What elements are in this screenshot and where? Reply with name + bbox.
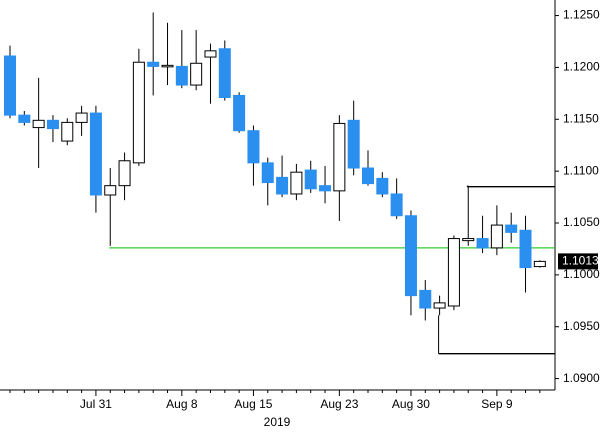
candle-body — [362, 167, 374, 185]
candle-body — [261, 162, 274, 184]
candle-body — [18, 114, 31, 123]
y-tick-label: 1.1050 — [563, 215, 600, 229]
candle-body — [32, 119, 45, 129]
candle-body — [347, 119, 360, 169]
y-tick-label: 1.1200 — [563, 60, 600, 74]
candle-body — [218, 48, 231, 98]
candle-body — [533, 260, 546, 268]
candle-body — [319, 185, 332, 192]
candle-body — [404, 215, 417, 297]
candle-body — [390, 193, 403, 217]
y-tick-label: 1.1250 — [563, 8, 600, 22]
candle-body — [175, 65, 188, 86]
candle-body — [304, 169, 317, 190]
candle-body — [376, 177, 389, 195]
candle-body — [247, 130, 260, 164]
candle-body — [462, 238, 475, 242]
y-tick-label: 1.1150 — [563, 111, 599, 125]
candle-body — [204, 50, 217, 58]
x-axis-label: 2019 — [264, 415, 291, 429]
candle-body — [75, 112, 88, 123]
candle-body — [104, 185, 117, 196]
candle-body — [132, 61, 145, 164]
candle-body — [89, 112, 102, 196]
candle-body — [333, 122, 346, 192]
x-tick-label: Jul 31 — [80, 397, 112, 411]
y-tick-label: 1.1000 — [563, 267, 600, 281]
x-tick-label: Sep 9 — [481, 397, 513, 411]
x-tick-label: Aug 8 — [166, 397, 198, 411]
candle-body — [147, 61, 160, 67]
candle-body — [276, 176, 289, 195]
candle-body — [490, 224, 503, 249]
candle-body — [4, 55, 16, 116]
last-price-label: 1.1013 — [562, 254, 599, 268]
candle-body — [46, 119, 59, 130]
y-tick-label: 1.0900 — [563, 371, 600, 385]
y-tick-label: 1.0950 — [563, 319, 600, 333]
candle-body — [447, 238, 460, 307]
x-tick-label: Aug 23 — [320, 397, 358, 411]
candle-body — [61, 121, 74, 142]
y-tick-label: 1.1100 — [563, 163, 599, 177]
last-price-tag — [558, 253, 598, 270]
candle-body — [476, 238, 489, 249]
candle-body — [419, 289, 432, 309]
candle-body — [433, 302, 446, 309]
candle-body — [519, 229, 532, 269]
x-tick-label: Aug 15 — [234, 397, 272, 411]
candle-body — [190, 62, 203, 86]
candle-body — [233, 94, 246, 132]
x-tick-label: Aug 30 — [392, 397, 430, 411]
candle-body — [290, 171, 303, 195]
candle-body — [118, 160, 131, 187]
candle-body — [505, 224, 518, 233]
candle-body — [161, 64, 174, 68]
